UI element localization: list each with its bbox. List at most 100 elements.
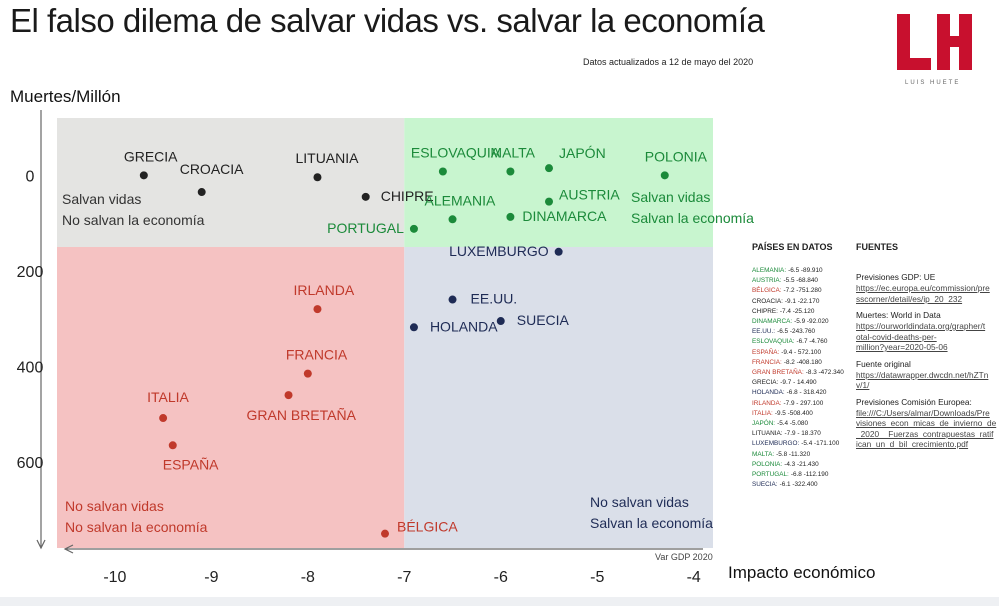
- country-data-row: CROACIA: -9.1 -22.170: [752, 297, 852, 307]
- logo: [897, 14, 972, 70]
- country-data-row: ALEMANIA: -6.5 -89.910: [752, 266, 852, 276]
- x-axis-subtitle: Var GDP 2020: [655, 552, 713, 562]
- country-values: -6.1 -322.400: [779, 481, 818, 489]
- x-axis-title: Impacto económico: [728, 563, 876, 582]
- source-link[interactable]: million?year=2020-05-06: [856, 342, 948, 352]
- data-point: [506, 167, 515, 176]
- country-values: -4.3 -21.430: [784, 460, 819, 468]
- data-point: [303, 369, 312, 378]
- data-point-label: GRAN BRETAÑA: [247, 407, 357, 423]
- country-values: -8.3 -472.340: [805, 369, 844, 377]
- country-data-row: AUSTRIA: -5.5 -68.840: [752, 276, 852, 286]
- data-point-label: CHIPRE: [381, 188, 434, 204]
- data-point: [159, 414, 168, 423]
- y-axis-title: Muertes/Millón: [10, 87, 121, 106]
- country-name: FRANCIA:: [752, 358, 782, 366]
- country-name: ESPAÑA:: [752, 348, 780, 356]
- quadrant-bottom-right: [404, 247, 713, 548]
- source-link[interactable]: https://datawrapper.dwcdn.net/hZTn: [856, 369, 989, 380]
- data-point: [438, 167, 447, 176]
- country-values: -7.9 - 297.100: [783, 399, 824, 407]
- country-values: -5.4 -171.100: [801, 440, 840, 448]
- sources-list: Previsiones GDP: UE https://ec.europa.eu/…: [856, 266, 998, 450]
- country-name: IRLANDA:: [752, 399, 782, 407]
- country-data-row: EE.UU.: -6.5 -243.760: [752, 327, 852, 337]
- source-link[interactable]: visiones_econ_micas_de_invierno_de: [856, 418, 997, 428]
- y-tick-label: 200: [17, 264, 44, 281]
- country-name: JAPÓN:: [752, 420, 776, 428]
- data-point: [496, 317, 505, 326]
- country-data-row: LITUANIA: -7.9 - 18.370: [752, 429, 852, 439]
- side-panel: PAÍSES EN DATOS FUENTES ALEMANIA: -6.5 -8…: [748, 240, 998, 500]
- data-point-label: PORTUGAL: [327, 220, 404, 236]
- source-link[interactable]: https://ec.europa.eu/commission/pre: [856, 283, 990, 293]
- x-tick-label: -6: [494, 569, 508, 586]
- country-values: -5.9 -92.020: [794, 318, 829, 326]
- data-point: [381, 529, 389, 538]
- data-point: [545, 197, 553, 206]
- country-values: -6.7 -4.760: [796, 338, 828, 346]
- data-point-label: ESLOVAQUIA: [411, 145, 501, 161]
- source-link[interactable]: _2020__Fuerzas_contrapuestas_ratif: [856, 428, 994, 439]
- country-values: -7.4 -25.120: [779, 307, 815, 315]
- country-values: -8.2 -408.180: [783, 358, 822, 366]
- quadrant-top-right: [404, 118, 713, 247]
- country-data-row: GRAN BRETAÑA: -8.3 -472.340: [752, 368, 852, 378]
- country-name: ITALIA:: [752, 409, 773, 417]
- country-name: HOLANDA:: [752, 389, 785, 397]
- country-data-row: POLONIA: -4.3 -21.430: [752, 460, 852, 470]
- data-point-label: SUECIA: [517, 312, 570, 328]
- quadrant-caption-top-right: Salvan vidas: [631, 189, 710, 205]
- country-values: -7.2 -751.280: [783, 287, 822, 295]
- country-name: POLONIA:: [752, 460, 783, 468]
- source-title: Muertes: World in Data: [856, 310, 941, 320]
- quadrant-caption-top-left: No salvan la economía: [62, 212, 205, 228]
- country-name: CROACIA:: [752, 297, 783, 305]
- data-point: [139, 171, 148, 180]
- data-point-label: EE.UU.: [471, 291, 518, 307]
- source-link[interactable]: file:///C:/Users/almar/Downloads/Pre: [856, 407, 990, 418]
- country-name: PORTUGAL:: [752, 471, 789, 479]
- data-point-label: LUXEMBURGO: [449, 243, 549, 259]
- source-link[interactable]: otal-covid-deaths-per-: [856, 331, 937, 342]
- update-note: Datos actualizados a 12 de mayo del 2020: [583, 57, 754, 67]
- source-link[interactable]: v/1/: [856, 380, 870, 390]
- sources-heading: FUENTES: [856, 242, 899, 252]
- data-point-label: LITUANIA: [295, 150, 359, 166]
- country-name: MALTA:: [752, 450, 775, 458]
- data-point-label: GRECIA: [124, 148, 178, 164]
- logo-text: LUIS HUETE: [905, 80, 961, 86]
- country-values: -5.5 -68.840: [783, 277, 818, 285]
- country-data-row: FRANCIA: -8.2 -408.180: [752, 358, 852, 368]
- country-values: -6.5 -243.760: [777, 328, 816, 336]
- country-data-row: SUECIA: -6.1 -322.400: [752, 480, 852, 490]
- data-point: [313, 305, 322, 314]
- data-point-label: CROACIA: [180, 161, 244, 177]
- source-link[interactable]: sscorner/detail/es/ip_20_232: [856, 293, 963, 304]
- x-tick-label: -8: [301, 569, 315, 586]
- quadrant-caption-bottom-right: Salvan la economía: [590, 515, 713, 531]
- y-tick-label: 0: [26, 168, 35, 185]
- country-name: DINAMARCA:: [752, 318, 793, 326]
- quadrant-caption-bottom-left: No salvan la economía: [65, 519, 208, 535]
- country-name: LITUANIA:: [752, 430, 783, 438]
- country-data-row: ESLOVAQUIA: -6.7 -4.760: [752, 337, 852, 347]
- country-data-row: DINAMARCA: -5.9 -92.020: [752, 317, 852, 327]
- country-data-row: BÉLGICA: -7.2 -751.280: [752, 286, 852, 296]
- quadrant-caption-bottom-left: No salvan vidas: [65, 498, 164, 514]
- source-title: Previsiones GDP: UE: [856, 272, 936, 282]
- quadrant-caption-bottom-right: No salvan vidas: [590, 494, 689, 510]
- data-point-label: HOLANDA: [430, 318, 498, 334]
- source-link[interactable]: ican_un_d_bil_crecimiento.pdf: [856, 439, 969, 449]
- data-point-label: FRANCIA: [286, 347, 348, 363]
- country-values: -6.5 -89.910: [788, 267, 823, 274]
- source-link[interactable]: https://ourworldindata.org/grapher/t: [856, 321, 986, 331]
- country-values: -9.5 -508.400: [774, 409, 813, 417]
- country-values: -5.4 -5.080: [777, 420, 809, 428]
- countries-heading: PAÍSES EN DATOS: [752, 242, 833, 252]
- country-name: ESLOVAQUIA:: [752, 338, 795, 346]
- country-name: EE.UU.:: [752, 328, 776, 336]
- data-point: [506, 212, 515, 221]
- data-point: [554, 247, 563, 256]
